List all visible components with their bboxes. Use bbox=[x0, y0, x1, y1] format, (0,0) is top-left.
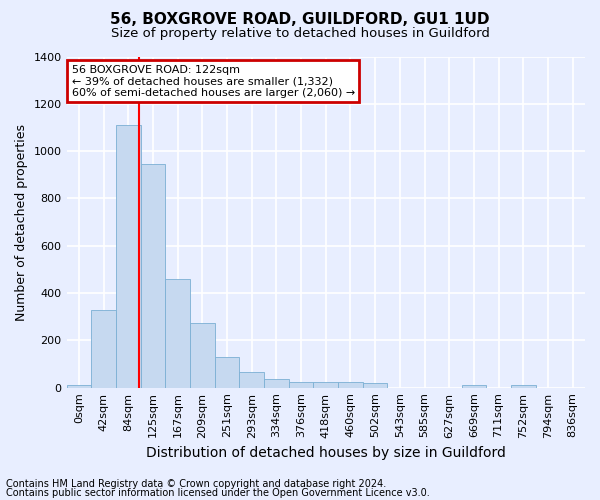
Bar bbox=[239, 372, 264, 388]
Bar bbox=[215, 357, 239, 388]
Bar bbox=[264, 378, 289, 388]
Bar bbox=[338, 382, 363, 388]
Y-axis label: Number of detached properties: Number of detached properties bbox=[15, 124, 28, 320]
Bar bbox=[313, 382, 338, 388]
Bar bbox=[190, 322, 215, 388]
Text: 56 BOXGROVE ROAD: 122sqm
← 39% of detached houses are smaller (1,332)
60% of sem: 56 BOXGROVE ROAD: 122sqm ← 39% of detach… bbox=[72, 65, 355, 98]
Bar bbox=[116, 125, 140, 388]
Bar bbox=[140, 164, 165, 388]
Bar bbox=[461, 385, 486, 388]
Bar bbox=[511, 385, 536, 388]
X-axis label: Distribution of detached houses by size in Guildford: Distribution of detached houses by size … bbox=[146, 446, 506, 460]
Text: Size of property relative to detached houses in Guildford: Size of property relative to detached ho… bbox=[110, 28, 490, 40]
Bar bbox=[91, 310, 116, 388]
Text: Contains HM Land Registry data © Crown copyright and database right 2024.: Contains HM Land Registry data © Crown c… bbox=[6, 479, 386, 489]
Bar bbox=[289, 382, 313, 388]
Text: Contains public sector information licensed under the Open Government Licence v3: Contains public sector information licen… bbox=[6, 488, 430, 498]
Bar bbox=[363, 384, 388, 388]
Bar bbox=[67, 386, 91, 388]
Bar bbox=[165, 279, 190, 388]
Text: 56, BOXGROVE ROAD, GUILDFORD, GU1 1UD: 56, BOXGROVE ROAD, GUILDFORD, GU1 1UD bbox=[110, 12, 490, 28]
